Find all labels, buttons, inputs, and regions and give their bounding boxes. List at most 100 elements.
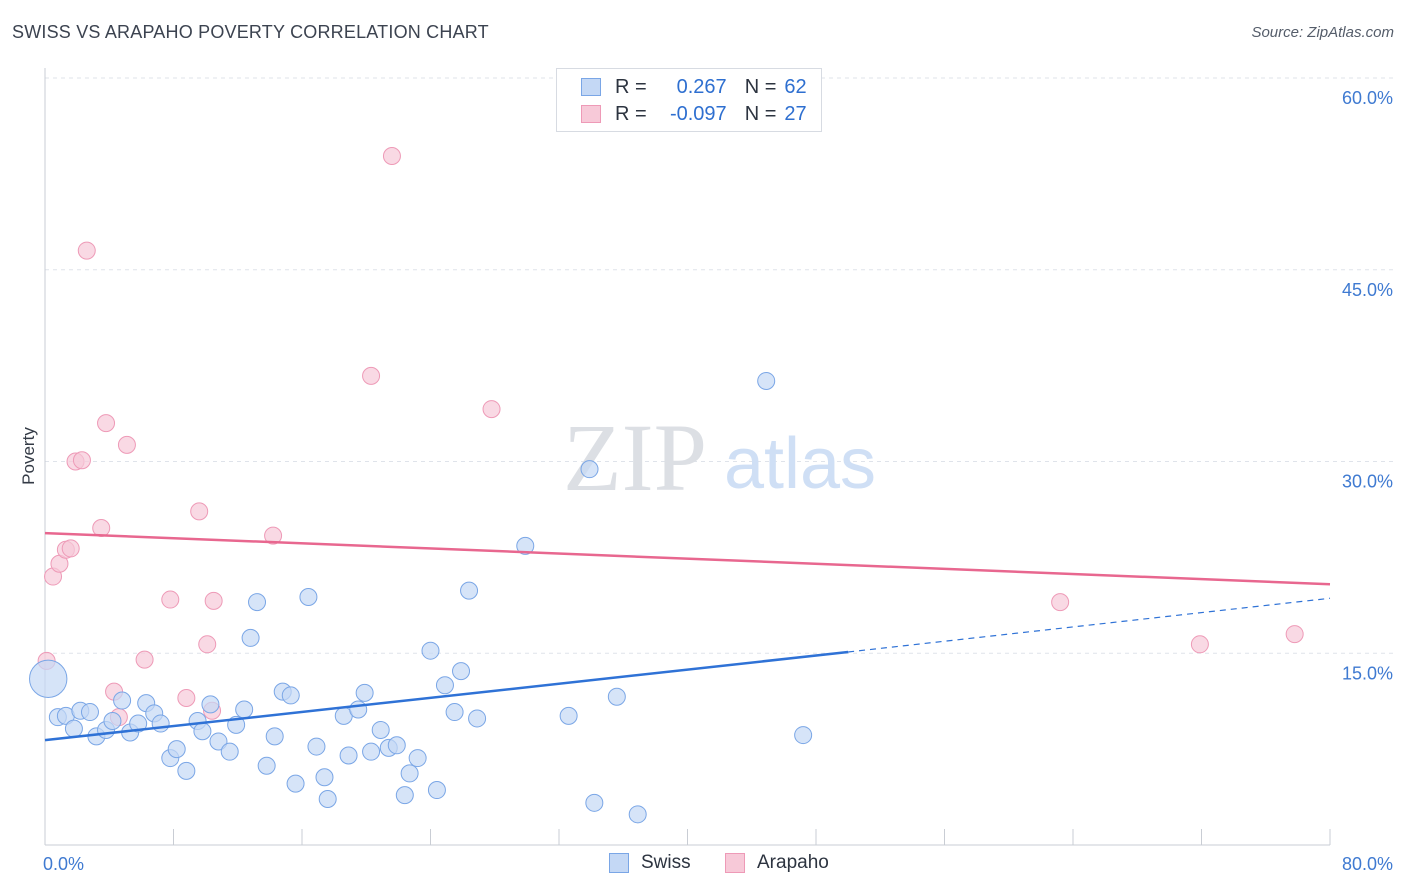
watermark-atlas: atlas	[724, 424, 876, 504]
swiss-point	[395, 786, 414, 805]
swiss-point	[177, 761, 196, 780]
r-label: R =	[615, 102, 647, 125]
swiss-point	[307, 737, 326, 756]
arapaho-legend-swatch	[725, 853, 745, 873]
swiss-point	[468, 709, 487, 728]
arapaho-point	[135, 650, 154, 669]
swiss-point	[248, 593, 267, 612]
swiss-point	[427, 781, 446, 800]
y-axis-label: Poverty	[19, 427, 38, 485]
swiss-trend-line	[44, 650, 849, 742]
arapaho-point	[190, 502, 209, 521]
arapaho-point	[1285, 625, 1304, 644]
swiss-point	[362, 742, 381, 761]
bottom-legend-swiss[interactable]: Swiss	[609, 852, 691, 874]
swiss-point	[241, 628, 260, 647]
swiss-point	[315, 768, 334, 787]
swiss-point	[151, 714, 170, 733]
x-tick-label: 80.0%	[1342, 854, 1393, 874]
arapaho-point	[161, 590, 180, 609]
correlation-legend: R = 0.267 N = 62 R = -0.097 N = 27	[556, 68, 822, 132]
n-label: N =	[744, 75, 777, 98]
swiss-point	[516, 536, 535, 555]
swiss-point	[64, 719, 83, 738]
swiss-point	[103, 712, 122, 731]
swiss-legend-swatch	[609, 853, 629, 873]
arapaho-point	[362, 366, 381, 385]
bottom-legend-arapaho[interactable]: Arapaho	[725, 852, 829, 874]
swiss-n-value: 62	[784, 75, 807, 98]
swiss-point	[445, 703, 464, 722]
chart-title: SWISS VS ARAPAHO POVERTY CORRELATION CHA…	[12, 22, 489, 42]
swiss-point	[129, 714, 148, 733]
swiss-point	[400, 764, 419, 783]
swiss-point	[452, 662, 471, 681]
swiss-point	[387, 736, 406, 755]
swiss-point	[580, 460, 599, 479]
swiss-point	[286, 774, 305, 793]
swiss-point	[201, 695, 220, 714]
swiss-point	[757, 371, 776, 390]
swiss-point	[29, 659, 68, 699]
arapaho-point	[204, 591, 223, 610]
y-tick-label: 45.0%	[1342, 280, 1393, 300]
swiss-point	[585, 793, 604, 812]
y-tick-label: 30.0%	[1342, 472, 1393, 492]
arapaho-point	[198, 635, 217, 654]
axes	[44, 68, 1331, 846]
swiss-swatch	[581, 78, 601, 96]
watermark: ZIP atlas	[563, 404, 876, 511]
swiss-point	[193, 722, 212, 741]
arapaho-legend-label: Arapaho	[757, 852, 829, 873]
n-label: N =	[744, 102, 777, 125]
swiss-point	[299, 588, 318, 607]
swiss-point	[257, 756, 276, 775]
arapaho-point	[1190, 635, 1209, 654]
source-label: Source: ZipAtlas.com	[1251, 24, 1394, 41]
arapaho-point	[482, 400, 501, 419]
r-label: R =	[615, 75, 647, 98]
arapaho-point	[61, 539, 80, 558]
swiss-point	[80, 703, 99, 722]
trend-lines	[44, 531, 1331, 742]
swiss-point	[318, 789, 337, 808]
arapaho-point	[77, 241, 96, 260]
swiss-point	[235, 700, 254, 719]
swiss-point	[220, 742, 239, 761]
swiss-point	[371, 720, 390, 739]
arapaho-point	[72, 451, 91, 470]
arapaho-point	[382, 146, 401, 165]
swiss-point	[628, 805, 647, 824]
watermark-zip: ZIP	[563, 404, 707, 511]
swiss-point	[281, 686, 300, 705]
swiss-point	[460, 581, 479, 600]
swiss-point	[167, 740, 186, 759]
swiss-point	[794, 726, 813, 745]
y-tick-label: 60.0%	[1342, 88, 1393, 108]
swiss-legend-label: Swiss	[641, 852, 691, 873]
y-tick-label: 15.0%	[1342, 663, 1393, 683]
tick-labels: 15.0% 30.0% 45.0% 60.0% 0.0% 80.0%	[43, 88, 1393, 874]
arapaho-point	[177, 688, 196, 707]
x-tick-label: 0.0%	[43, 854, 84, 874]
swiss-point	[607, 687, 626, 706]
arapaho-point	[117, 435, 136, 454]
swiss-point	[265, 727, 284, 746]
arapaho-point	[1051, 593, 1070, 612]
swiss-point	[435, 676, 454, 695]
swiss-r-value: 0.267	[676, 75, 727, 98]
legend-row-swiss: R = 0.267 N = 62	[581, 75, 807, 99]
swiss-point	[209, 732, 228, 751]
swiss-point	[559, 706, 578, 725]
swiss-point	[355, 683, 374, 702]
swiss-trend-projection	[848, 597, 1331, 653]
arapaho-r-value: -0.097	[669, 102, 727, 125]
arapaho-swatch	[581, 105, 601, 123]
swiss-point	[421, 641, 440, 660]
swiss-point	[113, 691, 132, 710]
legend-row-arapaho: R = -0.097 N = 27	[581, 102, 807, 126]
arapaho-trend-line	[44, 531, 1331, 586]
arapaho-n-value: 27	[784, 102, 807, 125]
swiss-point	[349, 700, 368, 719]
